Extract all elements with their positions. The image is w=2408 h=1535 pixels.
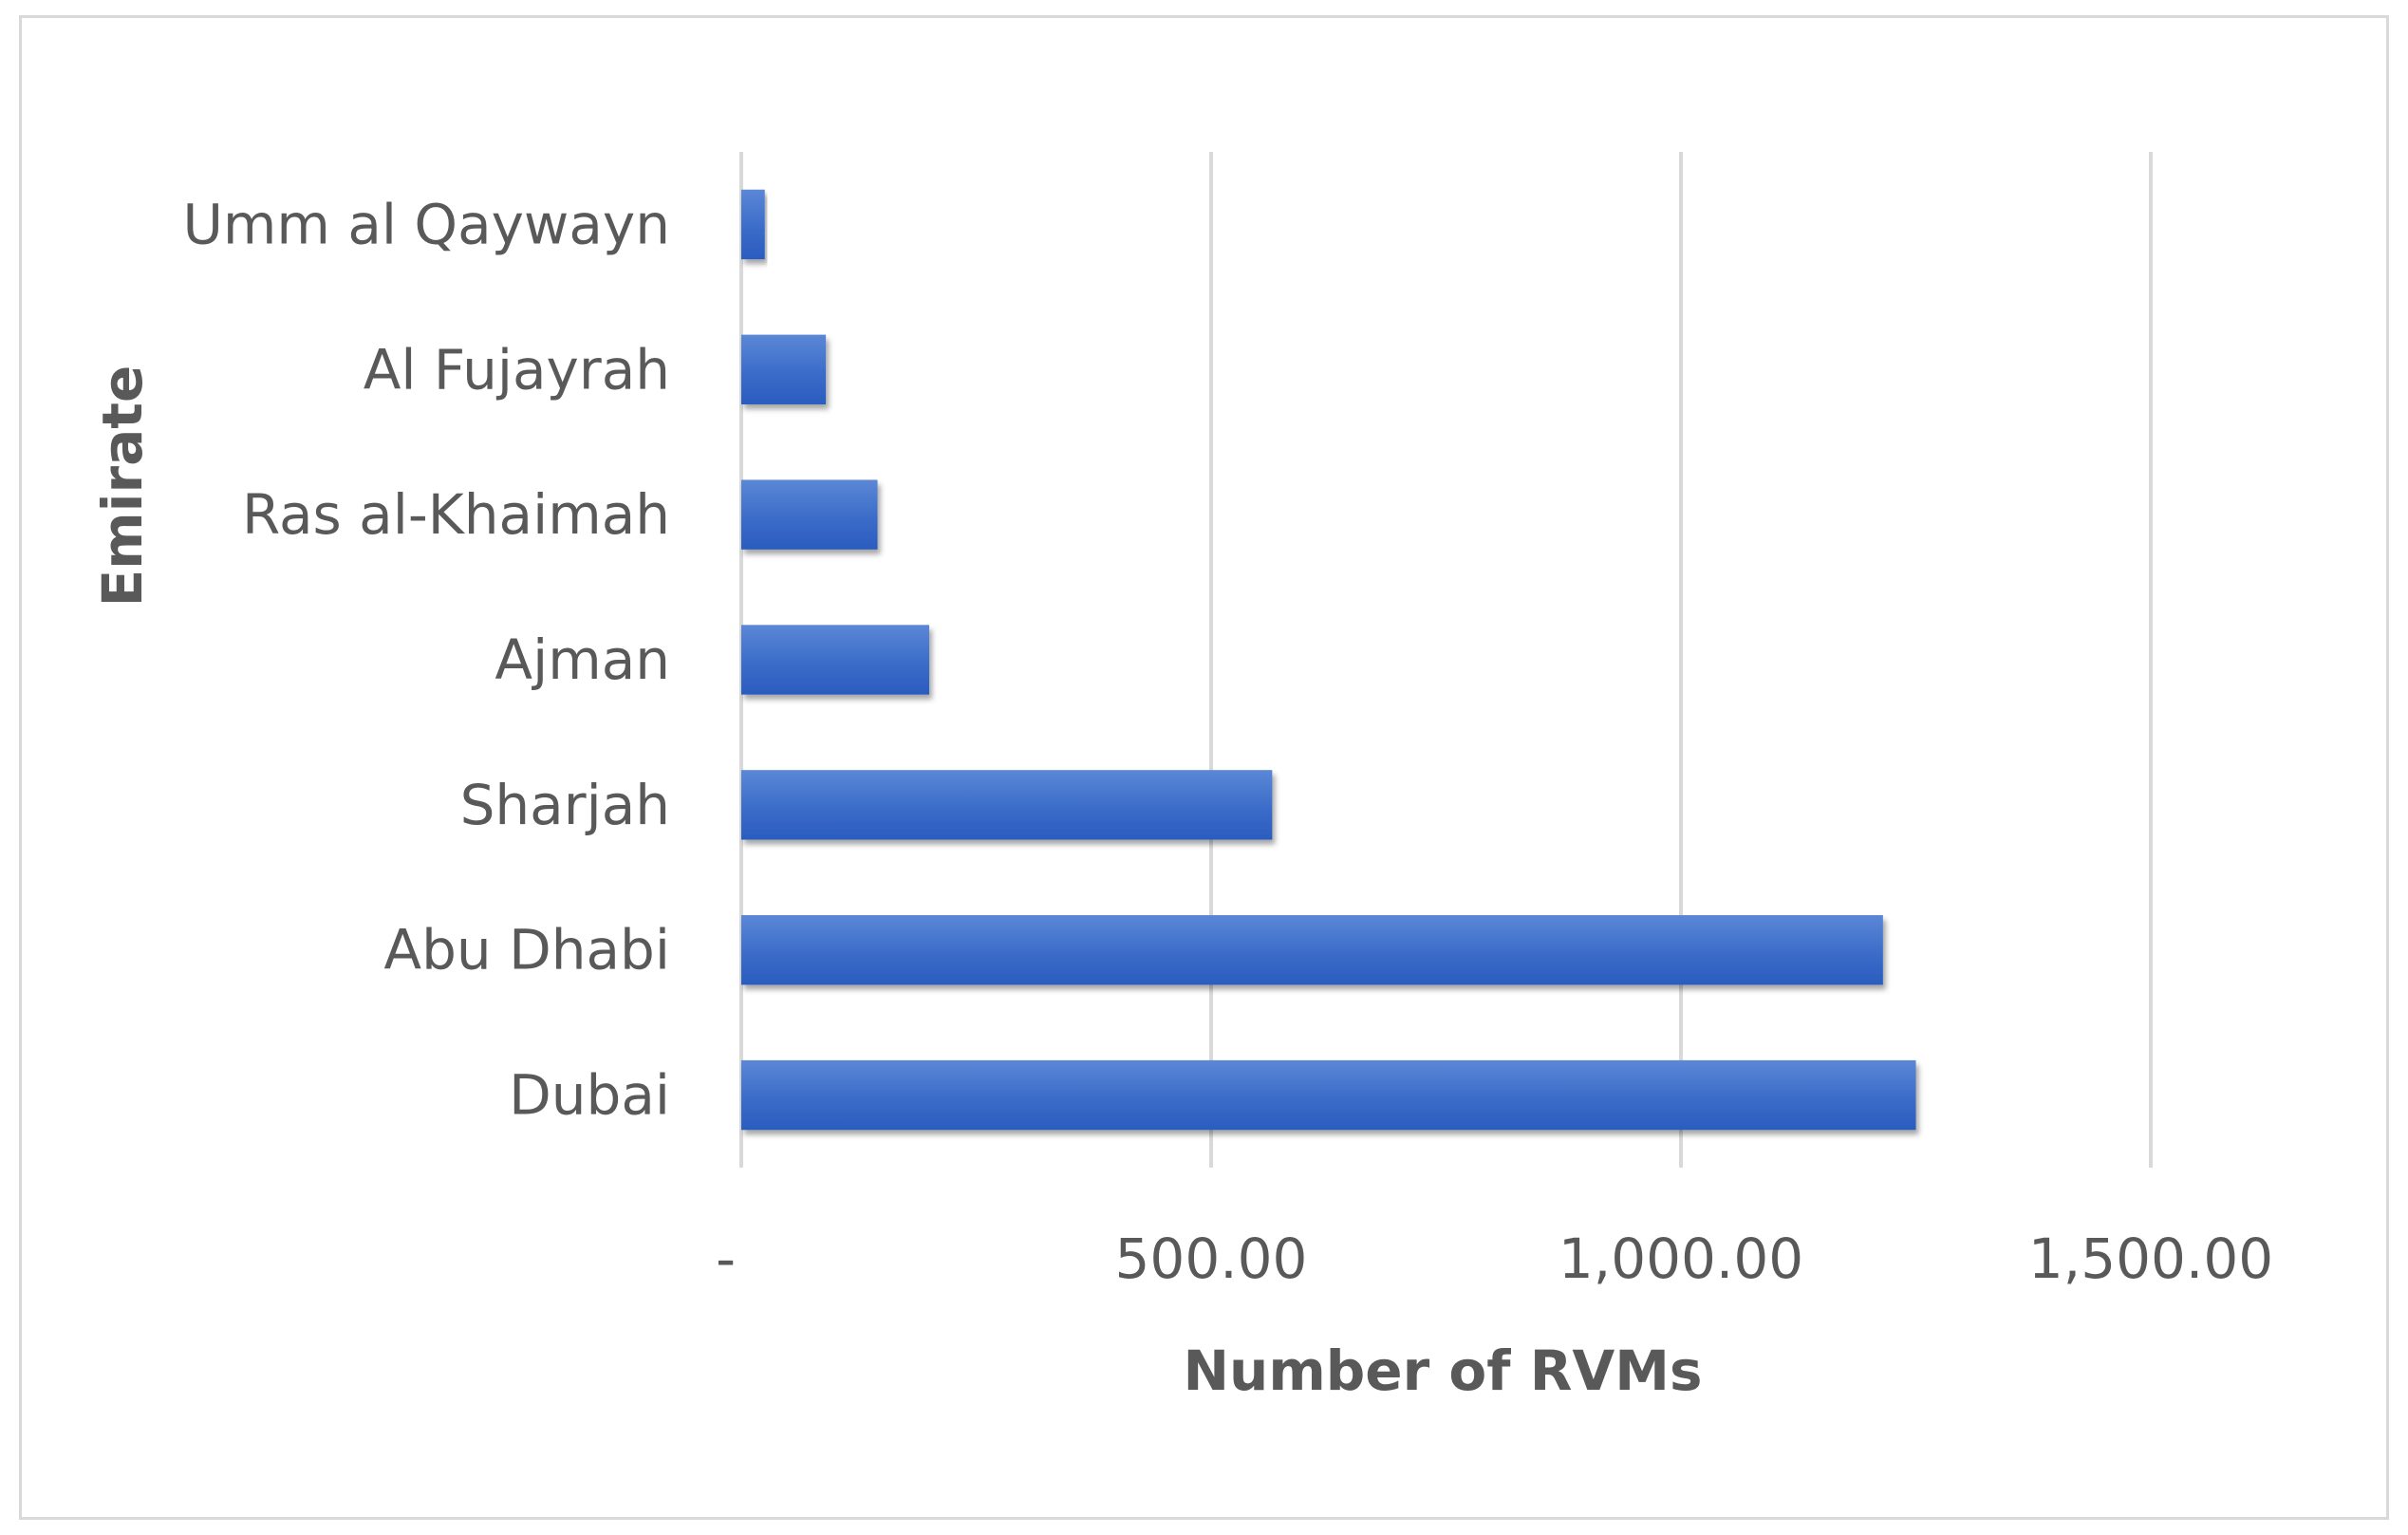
category-label-dubai: Dubai: [509, 1063, 670, 1128]
bar-ras-al-khaimah: [741, 479, 878, 550]
bar-sharjah: [741, 770, 1273, 840]
x-tick-label-0: -: [716, 1226, 736, 1291]
category-label-abu-dhabi: Abu Dhabi: [383, 918, 670, 983]
bars: [741, 189, 1916, 1131]
category-label-umm-al-qaywayn: Umm al Qaywayn: [182, 192, 670, 256]
category-label-ras-al-khaimah: Ras al-Khaimah: [242, 482, 670, 547]
x-tick-label-3: 1,500.00: [2028, 1226, 2273, 1291]
y-axis-title: Emirate: [90, 365, 155, 608]
x-axis-title: Number of RVMs: [1184, 1338, 1703, 1403]
category-label-sharjah: Sharjah: [460, 773, 670, 837]
bar-dubai: [741, 1059, 1916, 1131]
bar-ajman: [741, 625, 929, 695]
x-tick-label-1: 500.00: [1115, 1226, 1308, 1291]
bar-al-fujayrah: [741, 334, 827, 404]
x-tick-labels: - 500.00 1,000.00 1,500.00: [716, 1226, 2273, 1291]
category-label-al-fujayrah: Al Fujayrah: [364, 337, 670, 402]
bar-umm-al-qaywayn: [741, 189, 765, 260]
category-label-ajman: Ajman: [495, 627, 670, 692]
gridlines: [739, 152, 2153, 1168]
chart-frame: [19, 15, 2389, 1520]
bar-abu-dhabi: [741, 915, 1883, 985]
category-labels: Dubai Abu Dhabi Sharjah Ajman Ras al-Khaimah…: [182, 192, 670, 1127]
x-tick-label-2: 1,000.00: [1559, 1226, 1803, 1291]
